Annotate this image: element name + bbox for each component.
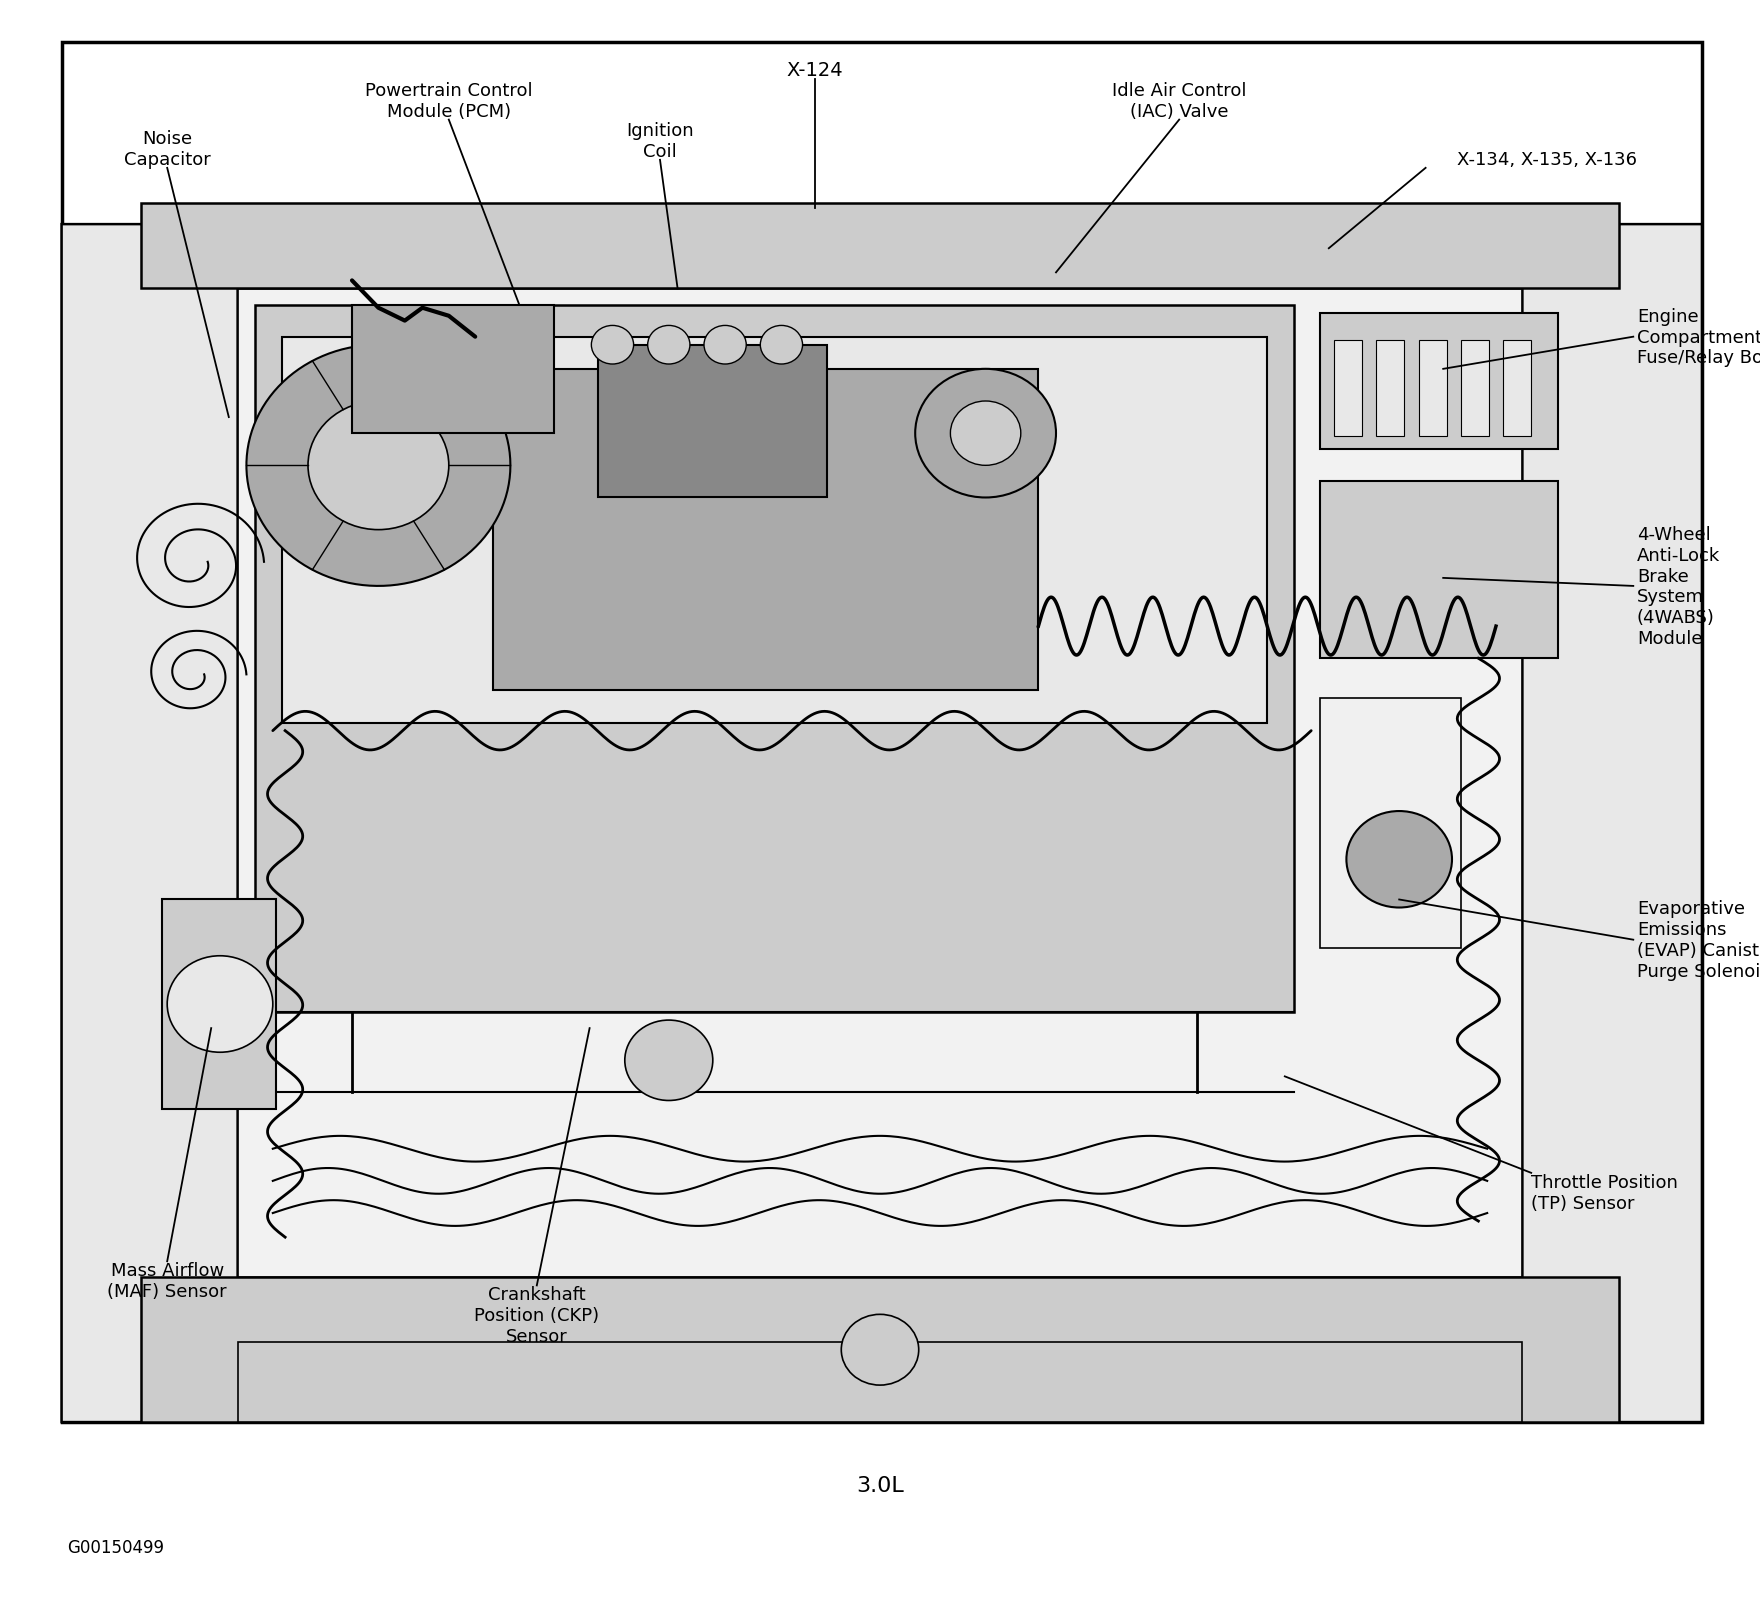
Bar bbox=[1503, 341, 1531, 437]
Circle shape bbox=[167, 956, 273, 1053]
Circle shape bbox=[704, 326, 746, 365]
Text: Engine
Compartment
Fuse/Relay Box: Engine Compartment Fuse/Relay Box bbox=[1637, 307, 1760, 368]
Bar bbox=[282, 337, 1267, 723]
Polygon shape bbox=[246, 346, 510, 587]
Text: X-124: X-124 bbox=[787, 61, 843, 80]
Bar bbox=[1320, 313, 1558, 450]
Polygon shape bbox=[1522, 225, 1702, 1422]
Text: Mass Airflow
(MAF) Sensor: Mass Airflow (MAF) Sensor bbox=[107, 1261, 227, 1300]
Bar bbox=[598, 346, 827, 498]
Bar bbox=[1376, 341, 1404, 437]
Bar bbox=[1320, 482, 1558, 659]
Bar bbox=[1419, 341, 1447, 437]
Circle shape bbox=[950, 402, 1021, 466]
Text: G00150499: G00150499 bbox=[67, 1538, 164, 1556]
Circle shape bbox=[308, 402, 449, 530]
Circle shape bbox=[915, 370, 1056, 498]
Bar bbox=[141, 204, 1619, 289]
Bar bbox=[141, 1278, 1619, 1422]
Text: Ignition
Coil: Ignition Coil bbox=[627, 122, 693, 161]
Circle shape bbox=[1346, 812, 1452, 908]
Polygon shape bbox=[62, 225, 238, 1422]
Bar bbox=[493, 370, 1038, 691]
Text: Noise
Capacitor: Noise Capacitor bbox=[123, 130, 211, 169]
Text: 4-Wheel
Anti-Lock
Brake
System
(4WABS)
Module: 4-Wheel Anti-Lock Brake System (4WABS) M… bbox=[1637, 525, 1720, 648]
Bar bbox=[1461, 341, 1489, 437]
Text: Powertrain Control
Module (PCM): Powertrain Control Module (PCM) bbox=[364, 82, 533, 121]
Circle shape bbox=[841, 1315, 919, 1385]
Circle shape bbox=[591, 326, 634, 365]
Bar bbox=[62, 43, 1702, 1422]
Circle shape bbox=[648, 326, 690, 365]
Text: Crankshaft
Position (CKP)
Sensor: Crankshaft Position (CKP) Sensor bbox=[473, 1286, 600, 1345]
Text: Evaporative
Emissions
(EVAP) Canister
Purge Solenoid: Evaporative Emissions (EVAP) Canister Pu… bbox=[1637, 900, 1760, 980]
Bar bbox=[238, 1342, 1522, 1422]
Bar bbox=[1334, 341, 1362, 437]
Bar bbox=[1320, 699, 1461, 948]
Text: Throttle Position
(TP) Sensor: Throttle Position (TP) Sensor bbox=[1531, 1173, 1677, 1212]
Text: X-134, X-135, X-136: X-134, X-135, X-136 bbox=[1457, 151, 1637, 169]
Bar bbox=[352, 305, 554, 434]
Text: Idle Air Control
(IAC) Valve: Idle Air Control (IAC) Valve bbox=[1112, 82, 1246, 121]
Circle shape bbox=[760, 326, 803, 365]
Bar bbox=[141, 289, 1619, 1278]
Text: 3.0L: 3.0L bbox=[855, 1475, 905, 1495]
Circle shape bbox=[625, 1020, 713, 1101]
Bar bbox=[255, 305, 1294, 1012]
Bar bbox=[162, 900, 276, 1109]
